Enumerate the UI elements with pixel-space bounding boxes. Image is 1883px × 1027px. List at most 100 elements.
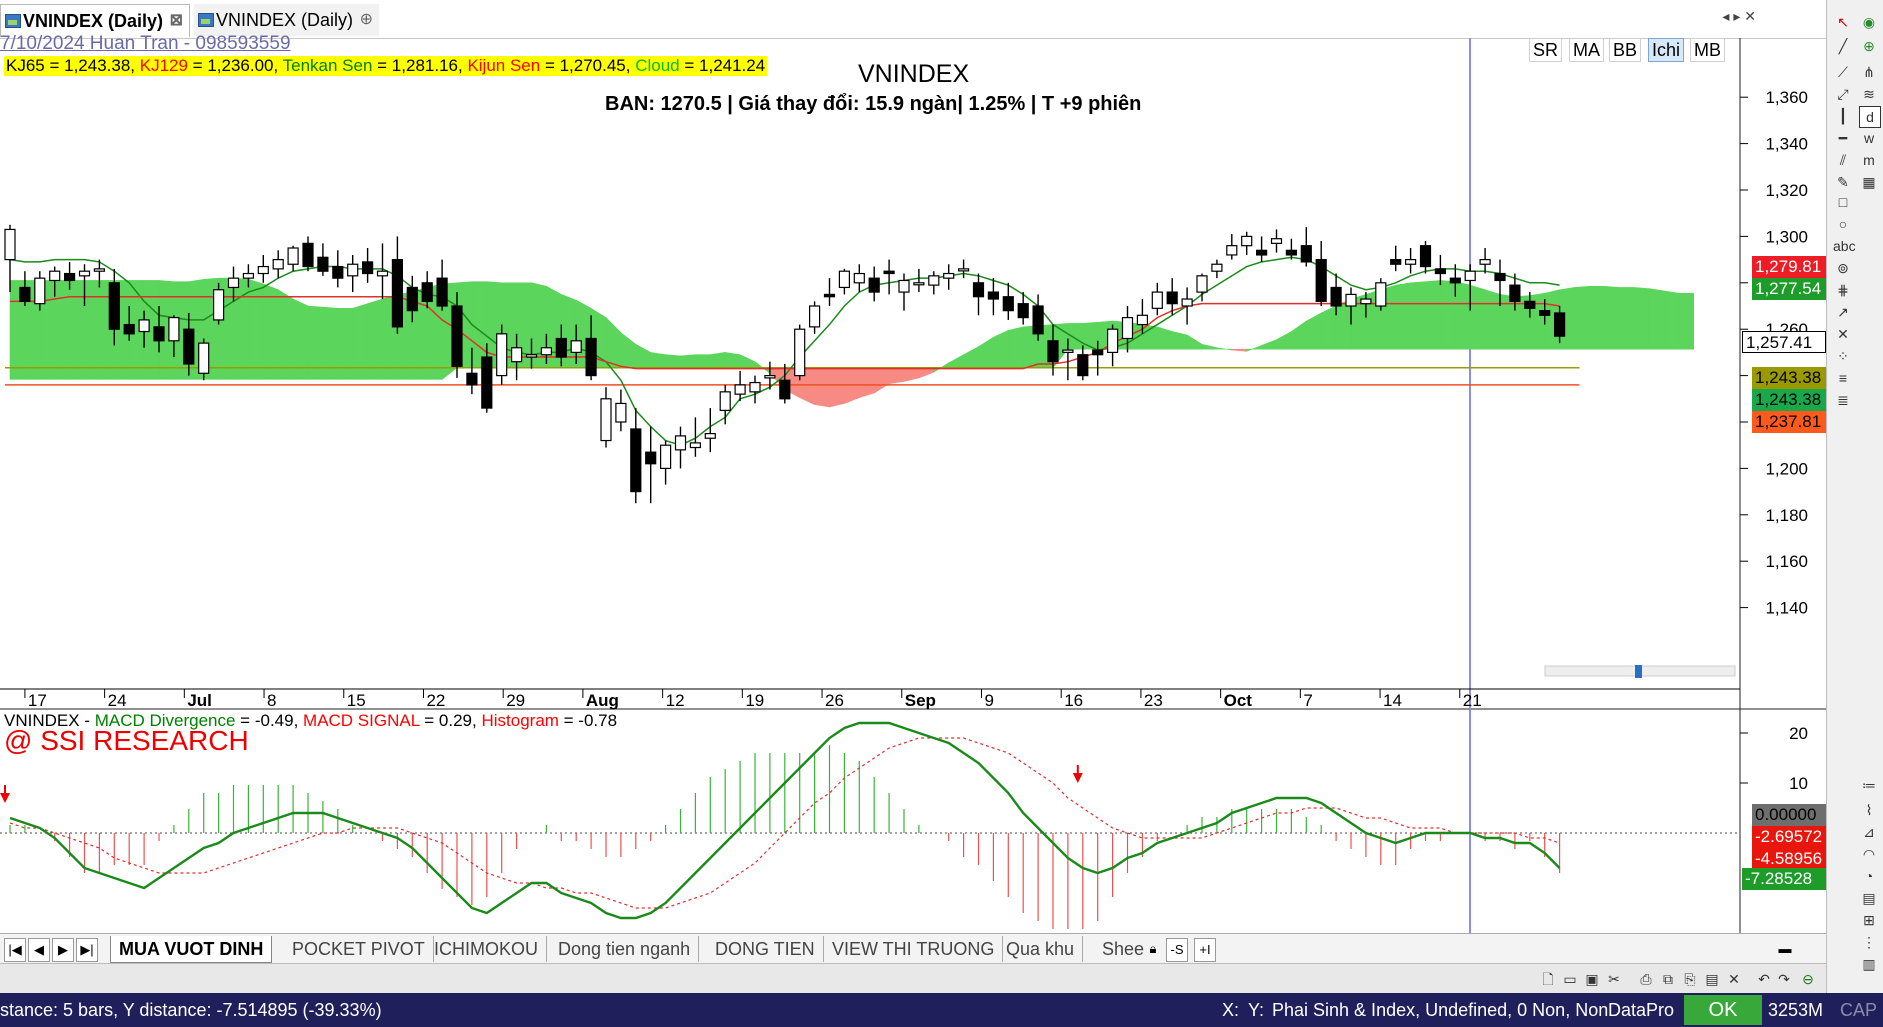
lines2-icon[interactable]: ≣ [1837, 392, 1849, 408]
prev-sheet-button[interactable]: ◀ [28, 938, 50, 962]
candle-body [659, 444, 672, 470]
sheet-tab[interactable]: VIEW THI TRUONG [824, 936, 1004, 962]
cloud-segment [680, 354, 696, 369]
sheet-tab[interactable]: POCKET PIVOT [284, 936, 434, 962]
status-bar: stance: 5 bars, Y distance: -7.514895 (-… [0, 993, 1883, 1027]
save-icon[interactable]: ▣ [1585, 971, 1599, 987]
cloud-segment [471, 281, 488, 369]
ma-button[interactable]: MA [1569, 38, 1604, 62]
cloud-segment [695, 354, 711, 369]
lock-icon[interactable]: 🔒︎ [1149, 941, 1157, 956]
next-sheet-button[interactable]: ▶ [52, 938, 74, 962]
line-tool-icon[interactable]: ╱ [1838, 38, 1848, 54]
m-tool-icon[interactable]: m [1863, 152, 1875, 168]
candle-body [287, 247, 299, 265]
rectangle-icon[interactable]: □ [1838, 194, 1848, 210]
sheet-tab[interactable]: DONG TIEN [707, 936, 824, 962]
zoom-in-icon[interactable]: ⊕ [1863, 38, 1875, 54]
sheet-tab[interactable]: Shee [1102, 939, 1145, 959]
cloud-segment [54, 280, 70, 380]
back-icon[interactable]: ⊖ [1802, 971, 1814, 987]
ichi-button[interactable]: Ichi [1648, 38, 1685, 62]
candle-body [913, 282, 925, 286]
cloud-segment [903, 367, 920, 382]
candle-body [198, 342, 210, 374]
minus-sheet-button[interactable]: -S [1166, 938, 1188, 962]
sheet-tab[interactable]: Dong tien nganh [550, 936, 700, 962]
cloud-segment [1276, 331, 1292, 350]
hash-icon[interactable]: ⋕ [1837, 282, 1849, 298]
tab-scroll-arrows[interactable]: ◂ ▸ ✕ [1722, 8, 1756, 24]
vertical-line-icon[interactable]: ┃ [1838, 108, 1848, 124]
chart-canvas[interactable]: 1,1401,1601,1801,2001,2201,2401,2601,280… [0, 38, 1826, 933]
cycle-icon[interactable]: ⊚ [1837, 260, 1849, 276]
open-folder-icon[interactable]: ▭ [1563, 971, 1577, 987]
sheet-tab-active[interactable]: MUA VUOT DINH [110, 936, 273, 963]
pencil-icon[interactable]: ✎ [1837, 174, 1849, 190]
close-icon[interactable]: ⊠ [169, 12, 184, 29]
candle-body [1479, 259, 1491, 265]
copy-icon[interactable]: ⧉ [1663, 971, 1673, 987]
sr-button[interactable]: SR [1529, 38, 1563, 62]
gauge-icon[interactable]: ◔ [1864, 868, 1874, 884]
arrow-icon[interactable]: ↗ [1837, 304, 1849, 320]
price-axis-label: 1,140 [1765, 599, 1808, 618]
cross-icon[interactable]: ✕ [1837, 326, 1849, 342]
first-sheet-button[interactable]: |◀ [4, 938, 26, 962]
x-axis-label: Oct [1224, 691, 1253, 710]
scroll-thumb[interactable]: ▬ [1778, 941, 1792, 956]
paste-icon[interactable]: ⎘ [1684, 971, 1696, 987]
status-y: Y: [1248, 1000, 1265, 1020]
bb-button[interactable]: BB [1609, 38, 1642, 62]
formula-icon[interactable]: ▤ [1862, 890, 1876, 906]
sheet-tab[interactable]: ICHIMOKOU [426, 936, 548, 962]
last-sheet-button[interactable]: ▶| [76, 938, 98, 962]
indicator-value-segment: KJ129 [139, 56, 188, 75]
x-axis-label: 19 [745, 691, 764, 710]
ray-tool-icon[interactable]: ⟋ [1838, 64, 1848, 80]
redo-icon[interactable]: ↷ [1778, 971, 1790, 987]
delete-icon[interactable]: ✕ [1728, 971, 1740, 987]
table-icon[interactable]: ▥ [1862, 956, 1876, 972]
candle-body [972, 282, 985, 298]
add-sheet-button[interactable]: +I [1194, 938, 1216, 962]
cloud-segment [277, 289, 294, 380]
cut-icon[interactable]: ✂ [1608, 971, 1620, 987]
fib-tool-icon[interactable]: ≋ [1863, 86, 1875, 102]
document-tab-active[interactable]: VNINDEX (Daily) ⊠ [0, 4, 191, 37]
document-tab[interactable]: VNINDEX (Daily) ⊕ [194, 4, 380, 36]
pointer-icon[interactable]: ↖ [1837, 14, 1849, 30]
chart-type-icon[interactable]: ⌇ [1865, 802, 1873, 818]
text-tool-icon[interactable]: d [1859, 106, 1881, 128]
new-doc-icon[interactable]: 🗋︎ [1542, 971, 1554, 987]
arc-icon[interactable]: ◠ [1862, 846, 1876, 862]
list-icon[interactable]: ≔ [1862, 777, 1876, 793]
ellipse-icon[interactable]: ○ [1838, 216, 1848, 232]
abc-icon[interactable]: abc [1833, 238, 1856, 254]
clipboard-icon[interactable]: ▤ [1705, 971, 1719, 987]
zoom-icon[interactable]: ◉ [1862, 14, 1876, 30]
chart-area[interactable]: 1,1401,1601,1801,2001,2201,2401,2601,280… [0, 38, 1826, 933]
x-axis-label: 29 [506, 691, 525, 710]
trend-tool-icon[interactable]: ⤢ [1837, 86, 1849, 102]
undo-icon[interactable]: ↶ [1758, 971, 1770, 987]
levels-icon[interactable]: ⊞ [1863, 912, 1875, 928]
sheet-tab[interactable]: Qua khu [998, 936, 1084, 962]
measure-icon[interactable]: ⊿ [1863, 824, 1875, 840]
dots-icon[interactable]: ⁘ [1837, 348, 1849, 364]
candle-body [1032, 305, 1044, 335]
fork-tool-icon[interactable]: ⋔ [1863, 64, 1875, 80]
wave-tool-icon[interactable]: w [1863, 130, 1875, 146]
cloud-segment [1663, 290, 1680, 350]
candle-body [957, 268, 970, 272]
grid-icon[interactable]: ▦ [1862, 174, 1876, 190]
print-icon[interactable]: ⎙ [1640, 971, 1652, 987]
mb-button[interactable]: MB [1690, 38, 1725, 62]
channel-tool-icon[interactable]: ⫽ [1839, 152, 1847, 168]
candle-body [764, 375, 776, 379]
candle-body [883, 270, 895, 275]
bars-icon[interactable]: ⋮ [1862, 934, 1876, 950]
close-icon[interactable]: ⊕ [359, 11, 374, 28]
lines-icon[interactable]: ≡ [1838, 370, 1848, 386]
horizontal-line-icon[interactable]: ━ [1838, 130, 1848, 146]
